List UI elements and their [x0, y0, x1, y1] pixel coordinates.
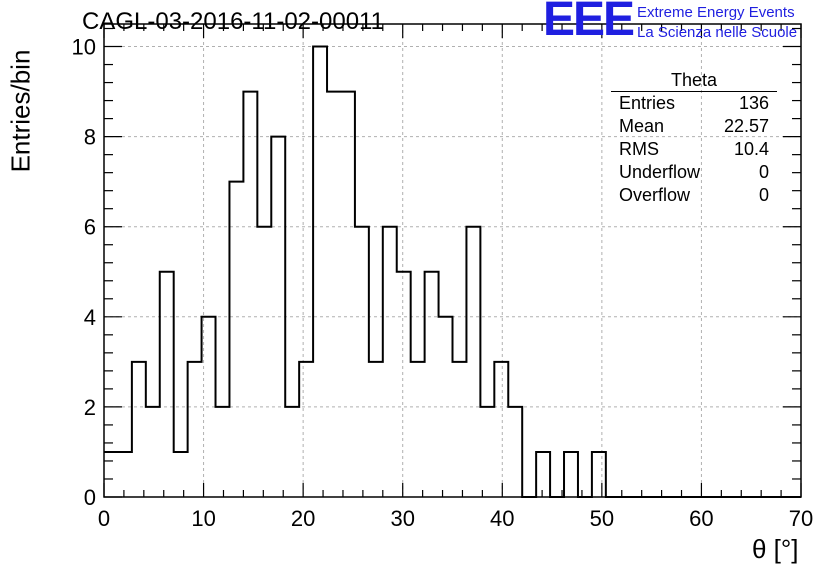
stats-label: Overflow [619, 185, 691, 205]
stats-label: Entries [619, 93, 676, 113]
stats-row-entries: Entries 136 [611, 92, 777, 115]
stats-title: Theta [611, 69, 777, 92]
x-axis-label: θ [°] [752, 534, 799, 564]
eee-logo: EEE [543, 0, 635, 46]
tick-labels: 0 10 20 30 40 50 60 70 0 2 4 6 8 10 [72, 35, 814, 531]
stats-row-mean: Mean 22.57 [611, 115, 777, 138]
y-tick-label: 10 [72, 35, 96, 60]
x-tick-label: 10 [191, 506, 215, 531]
y-tick-label: 4 [84, 305, 96, 330]
stats-row-overflow: Overflow 0 [611, 184, 777, 207]
y-axis-label: Entries/bin [5, 49, 36, 173]
stats-label: RMS [619, 139, 659, 159]
stats-row-rms: RMS 10.4 [611, 138, 777, 161]
x-tick-label: 50 [590, 506, 614, 531]
stats-label: Mean [619, 116, 665, 136]
stats-value: 0 [758, 185, 769, 205]
x-tick-label: 30 [390, 506, 414, 531]
stats-value: 22.57 [723, 116, 769, 136]
x-tick-label: 70 [789, 506, 813, 531]
y-tick-label: 8 [84, 125, 96, 150]
stats-row-underflow: Underflow 0 [611, 161, 777, 184]
x-tick-label: 40 [490, 506, 514, 531]
x-tick-label: 60 [689, 506, 713, 531]
chart-title: CAGL-03-2016-11-02-00011 [82, 8, 384, 35]
x-tick-label: 20 [291, 506, 315, 531]
logo-line-2: La Scienza nelle Scuole [637, 24, 798, 41]
stats-value: 10.4 [733, 139, 769, 159]
y-tick-label: 6 [84, 215, 96, 240]
stats-label: Underflow [619, 162, 701, 182]
axes [103, 23, 802, 498]
logo-line-1: Extreme Energy Events [637, 4, 795, 21]
x-tick-label: 0 [98, 506, 110, 531]
stats-box: Theta Entries 136 Mean 22.57 RMS 10.4 Un… [611, 69, 777, 207]
y-tick-label: 0 [84, 485, 96, 510]
y-tick-label: 2 [84, 395, 96, 420]
histogram-outline [104, 45, 801, 498]
stats-value: 0 [758, 162, 769, 182]
plot-frame [103, 23, 802, 498]
stats-value: 136 [738, 93, 769, 113]
